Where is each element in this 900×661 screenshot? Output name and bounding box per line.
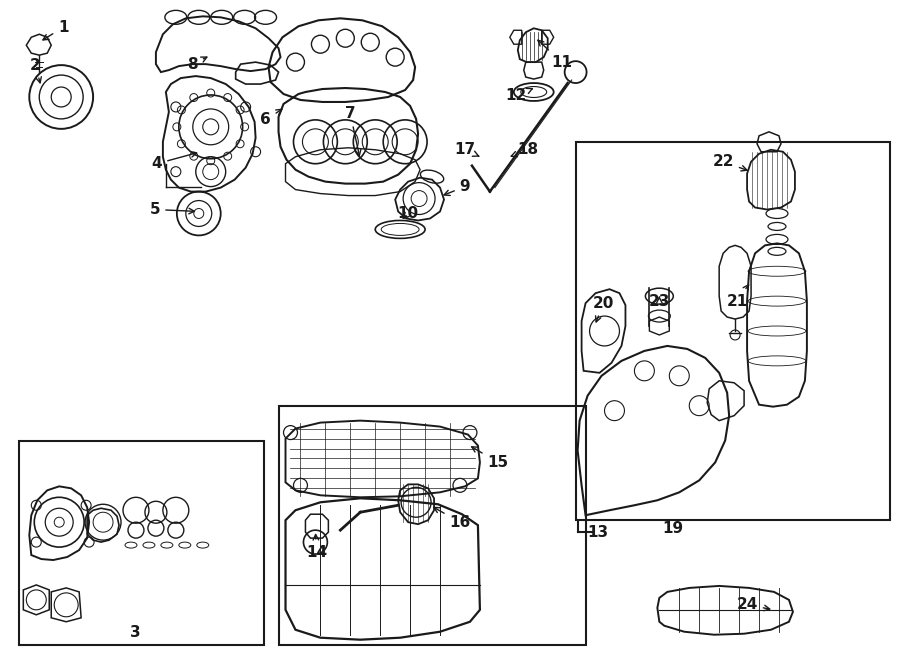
- Text: 5: 5: [149, 202, 194, 217]
- Text: 10: 10: [398, 206, 418, 221]
- Text: 20: 20: [593, 295, 614, 322]
- Bar: [278, 406, 586, 644]
- Text: 18: 18: [511, 142, 538, 157]
- Text: 11: 11: [538, 40, 572, 69]
- Text: 23: 23: [649, 293, 670, 309]
- Text: 15: 15: [472, 447, 508, 470]
- Text: 8: 8: [187, 57, 207, 71]
- Text: 13: 13: [587, 525, 608, 539]
- Text: 16: 16: [434, 508, 471, 529]
- Text: 22: 22: [713, 154, 747, 171]
- Text: 21: 21: [726, 285, 749, 309]
- Text: 24: 24: [736, 598, 770, 612]
- Text: 7: 7: [345, 106, 361, 155]
- Text: 19: 19: [662, 521, 684, 535]
- Text: 9: 9: [444, 179, 471, 196]
- Text: 12: 12: [505, 89, 533, 104]
- Text: 3: 3: [130, 625, 140, 641]
- Text: 14: 14: [306, 535, 327, 560]
- Bar: [576, 142, 889, 520]
- Text: 2: 2: [30, 58, 41, 83]
- Text: 17: 17: [454, 142, 479, 157]
- Bar: [19, 440, 264, 644]
- Text: 1: 1: [43, 20, 68, 40]
- Text: 4: 4: [151, 151, 196, 171]
- Text: 6: 6: [260, 109, 282, 128]
